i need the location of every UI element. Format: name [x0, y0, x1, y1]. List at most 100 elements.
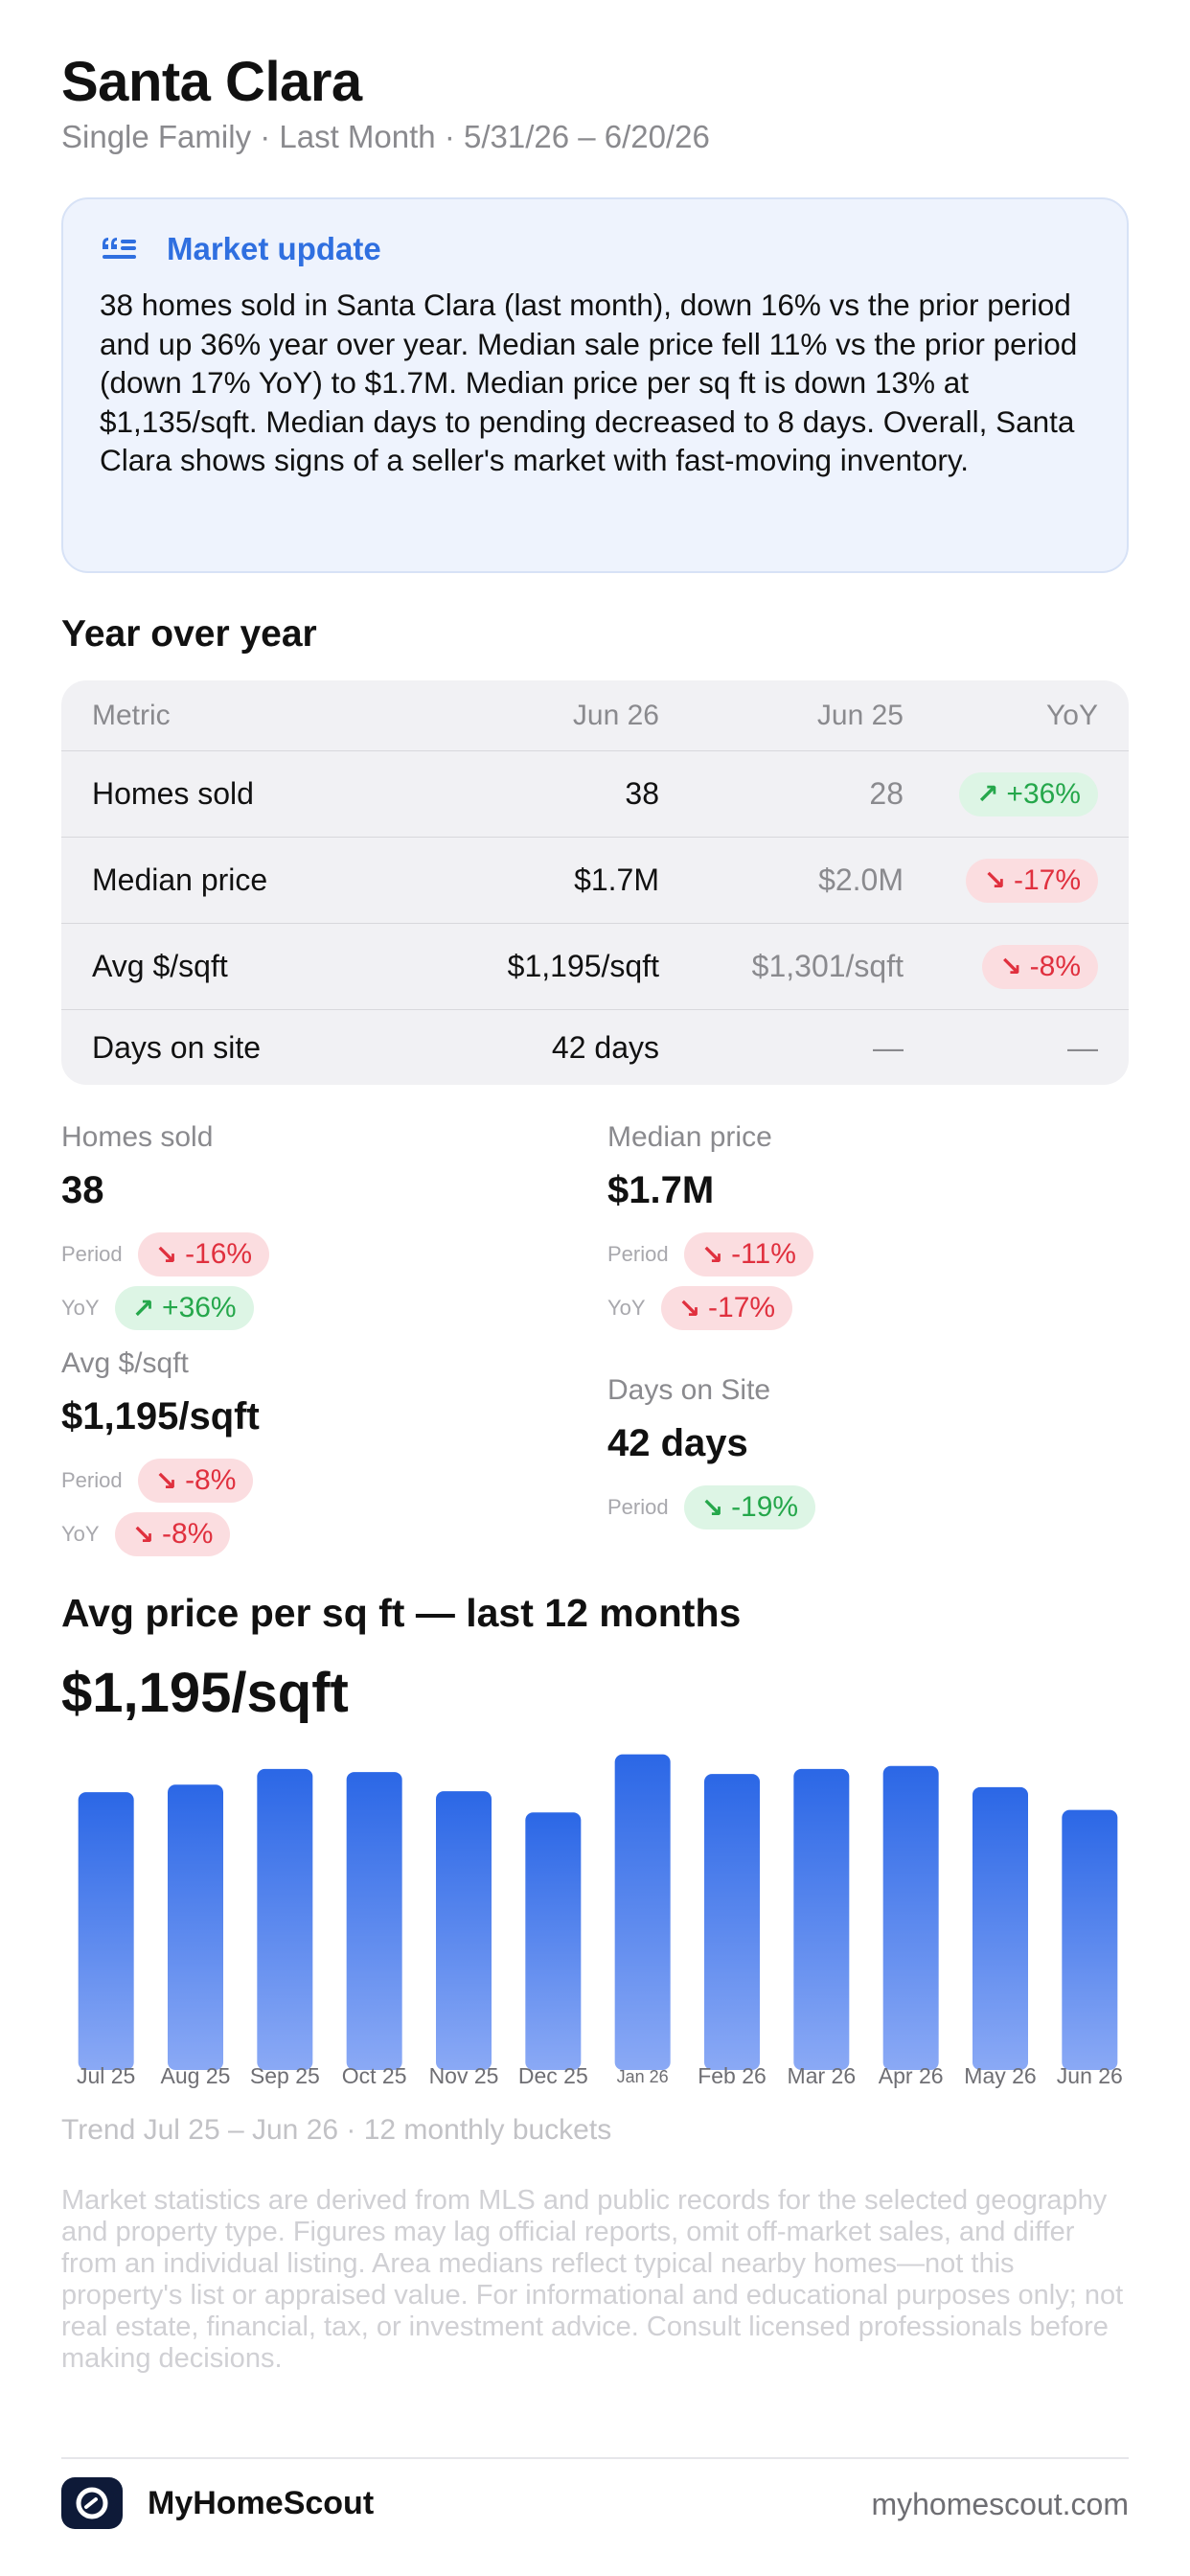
bar-nov-25: [436, 1791, 492, 2070]
chart-trend-caption: Trend Jul 25 – Jun 26 · 12 monthly bucke…: [61, 2114, 612, 2146]
stat-value: $1.7M: [607, 1169, 715, 1211]
row-metric: Median price: [92, 862, 268, 897]
row-prior: $1,301/sqft: [751, 949, 904, 983]
page-title: Santa Clara: [61, 51, 362, 113]
change-badge: ↘ -17%: [966, 858, 1098, 903]
row-current: $1.7M: [574, 862, 659, 897]
stat-label: Days on Site: [607, 1374, 771, 1406]
arrow-down-right-icon: ↘: [700, 1492, 724, 1523]
footer-divider: [61, 2457, 1129, 2459]
bar-feb-26: [704, 1774, 760, 2070]
bar-mar-26: [793, 1768, 850, 2070]
x-tick-label: May 26: [964, 2063, 1037, 2088]
arrow-down-right-icon: ↘: [983, 865, 1006, 895]
bar-dec-25: [525, 1812, 582, 2070]
yoy-change: YoY ↘ -8%: [61, 1512, 260, 1556]
change-badge: ↘ -17%: [660, 1286, 793, 1330]
col-header-prior: Jun 25: [816, 699, 904, 731]
row-prior: —: [873, 1029, 904, 1065]
brand-name[interactable]: MyHomeScout: [148, 2485, 375, 2521]
bar-jul-25: [78, 1792, 134, 2070]
row-prior: $2.0M: [818, 862, 904, 897]
row-change: ↘ -8%: [982, 944, 1098, 989]
stat-homes-sold: Homes sold 38 Period ↘ -16% YoY ↗ +36%: [61, 1121, 270, 1330]
stat-label: Median price: [607, 1121, 772, 1153]
x-axis-labels: Jul 25 Aug 25 Sep 25 Oct 25 Nov 25 Dec 25 Jan …: [61, 2063, 1134, 2092]
change-badge: ↘ -8%: [114, 1512, 231, 1556]
row-change: —: [1067, 1029, 1098, 1065]
x-tick-label: Oct 25: [341, 2063, 407, 2088]
change-badge: ↘ -16%: [137, 1232, 270, 1276]
table-row: Median price $1.7M $2.0M ↘ -17%: [61, 838, 1129, 924]
site-link[interactable]: myhomescout.com: [871, 2487, 1129, 2521]
bar-sep-25: [257, 1768, 313, 2070]
change-badge: ↘ -11%: [683, 1232, 813, 1276]
period-change: Period ↘ -8%: [61, 1459, 260, 1503]
x-tick-label: Aug 25: [160, 2063, 231, 2088]
quote-list-icon: [103, 238, 136, 259]
arrow-up-right-icon: ↗: [131, 1293, 155, 1323]
change-badge: ↘ -19%: [683, 1485, 816, 1530]
disclaimer: Market statistics are derived from MLS a…: [61, 2185, 1124, 2374]
change-badge: ↘ -8%: [982, 944, 1098, 989]
table-row: Days on site 42 days — —: [61, 1010, 1129, 1085]
change-badge: ↗ +36%: [958, 771, 1098, 816]
bar-apr-26: [882, 1765, 939, 2070]
chart-headline-value: $1,195/sqft: [61, 1662, 349, 1724]
change-badge: ↘ -8%: [137, 1459, 254, 1503]
page-subtitle: Single Family · Last Month · 5/31/26 – 6…: [61, 119, 710, 154]
yoy-change: YoY ↗ +36%: [61, 1286, 269, 1330]
x-tick-label: Sep 25: [249, 2063, 320, 2088]
x-tick-label: Jul 25: [76, 2063, 136, 2088]
arrow-down-right-icon: ↘: [700, 1239, 724, 1270]
x-tick-label: Dec 25: [517, 2063, 588, 2088]
bar-aug-25: [168, 1784, 223, 2070]
row-change: ↗ +36%: [958, 771, 1098, 816]
arrow-down-right-icon: ↘: [677, 1293, 701, 1323]
bar-may-26: [973, 1786, 1028, 2070]
yoy-table: Metric Jun 26 Jun 25 YoY Homes sold 38 2…: [61, 680, 1129, 1085]
bar-chart: [78, 1754, 1118, 2070]
change-badge: ↗ +36%: [114, 1286, 254, 1330]
chart-title: Avg price per sq ft — last 12 months: [61, 1591, 742, 1635]
yoy-table-header: Metric Jun 26 Jun 25 YoY: [61, 680, 1129, 751]
stat-value: $1,195/sqft: [61, 1395, 260, 1438]
market-update-card: Market update 38 homes sold in Santa Cla…: [61, 197, 1129, 573]
table-row: Avg $/sqft $1,195/sqft $1,301/sqft ↘ -8%: [61, 924, 1129, 1010]
bar-jan-26: [614, 1754, 671, 2070]
table-row: Homes sold 38 28 ↗ +36%: [61, 751, 1129, 838]
market-update-body: 38 homes sold in Santa Clara (last month…: [100, 288, 1078, 477]
arrow-down-right-icon: ↘: [131, 1519, 155, 1550]
row-change: ↘ -17%: [966, 858, 1098, 903]
row-current: $1,195/sqft: [507, 949, 659, 983]
arrow-down-right-icon: ↘: [154, 1465, 178, 1496]
arrow-up-right-icon: ↗: [975, 779, 999, 809]
period-change: Period ↘ -16%: [61, 1232, 270, 1276]
x-tick-label: Nov 25: [428, 2063, 499, 2088]
myhomescout-logo-icon[interactable]: [61, 2477, 123, 2529]
yoy-section-title: Year over year: [61, 613, 317, 655]
x-tick-label: Apr 26: [878, 2063, 944, 2088]
stat-value: 38: [61, 1169, 104, 1211]
row-prior: 28: [869, 776, 904, 811]
x-tick-label: Mar 26: [787, 2063, 857, 2088]
stat-value: 42 days: [607, 1422, 748, 1464]
stat-median-price: Median price $1.7M Period ↘ -11% YoY ↘ -17…: [607, 1121, 813, 1330]
stat-label: Homes sold: [61, 1121, 214, 1153]
x-tick-label: Feb 26: [698, 2063, 767, 2088]
period-change: Period ↘ -19%: [607, 1485, 816, 1530]
row-metric: Days on site: [92, 1029, 262, 1065]
yoy-change: YoY ↘ -17%: [607, 1286, 813, 1330]
market-update-title: Market update: [167, 231, 381, 266]
stat-label: Avg $/sqft: [61, 1347, 189, 1379]
row-current: 42 days: [551, 1029, 659, 1065]
row-metric: Avg $/sqft: [92, 949, 228, 983]
col-header-metric: Metric: [92, 699, 171, 731]
arrow-down-right-icon: ↘: [154, 1239, 178, 1270]
market-update-header: Market update: [100, 226, 1090, 272]
stat-days-on-site: Days on Site 42 days Period ↘ -19%: [607, 1374, 816, 1530]
bar-jun-26: [1062, 1809, 1118, 2070]
x-tick-label: Jun 26: [1056, 2063, 1123, 2088]
period-change: Period ↘ -11%: [607, 1232, 813, 1276]
row-metric: Homes sold: [92, 776, 254, 811]
